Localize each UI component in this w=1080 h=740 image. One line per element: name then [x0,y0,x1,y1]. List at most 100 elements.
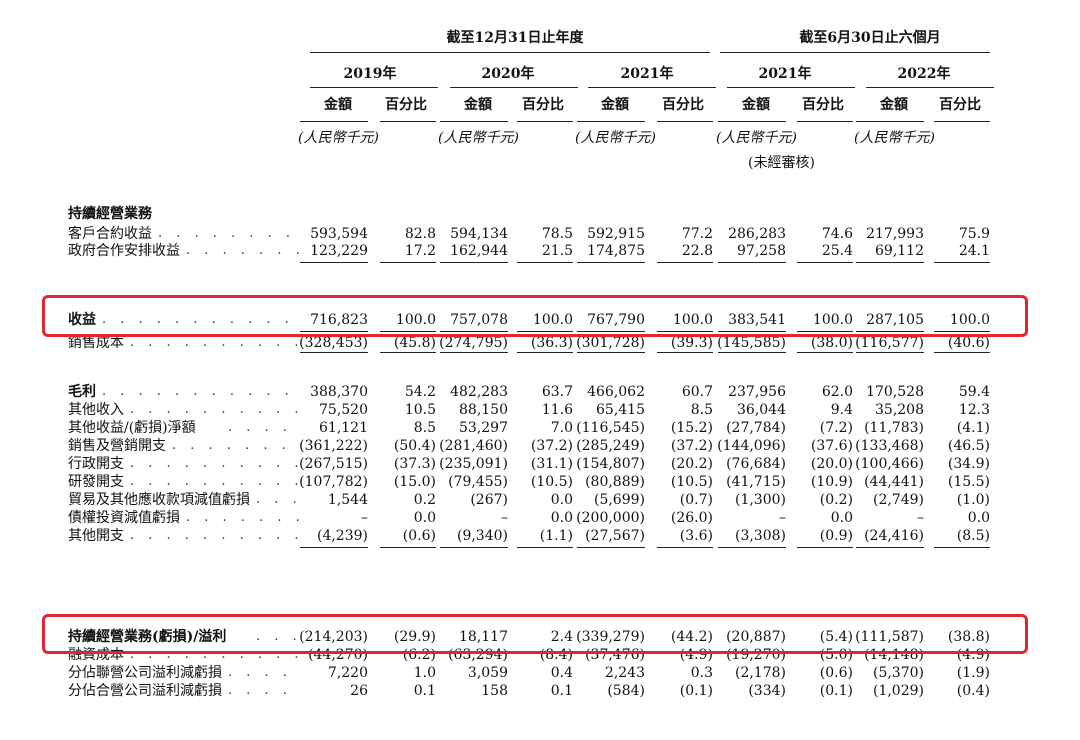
leader-dots: . . . . . . . . . . . . . . . . . . . . … [158,226,300,241]
rule-year [450,87,578,88]
table-cell: (10.5) [670,474,713,490]
table-cell: (0.4) [956,683,990,699]
table-cell: 26 [350,683,368,699]
table-cell: (1,029) [872,683,924,699]
table-cell: 0.0 [550,510,573,526]
table-cell: (361,222) [299,438,368,454]
highlight-box-revenue [42,295,1028,337]
table-cell: (0.1) [679,683,713,699]
table-rule [718,331,786,332]
row-label: 其他開支 [68,528,124,544]
rule-amount [300,121,368,122]
table-cell: 75.9 [958,226,990,242]
table-cell: (79,455) [448,474,508,490]
table-cell: 592,915 [587,226,645,242]
table-cell: 0.4 [550,665,573,681]
table-cell: 88,150 [459,402,508,418]
leader-dots: . . . . . . . . . . . . . . . . . . . . … [102,312,300,327]
table-cell: 2,243 [604,665,645,681]
table-cell: 7.0 [550,420,573,436]
table-cell: (145,585) [717,335,786,351]
rule-group-interim [720,52,990,53]
table-rule [577,331,645,332]
table-cell: (0.9) [819,528,853,544]
table-rule [380,262,436,263]
rule-percent [934,121,990,122]
table-cell: 174,875 [587,243,645,259]
table-cell: (1.9) [956,665,990,681]
table-cell: 162,944 [450,243,508,259]
table-rule [380,352,436,353]
subheader-percent: 百分比 [522,97,564,113]
rule-year [866,87,994,88]
table-rule [657,352,713,353]
row-label: 分佔聯營公司溢利減虧損 [68,665,222,681]
table-cell: (34.9) [947,456,990,472]
table-cell: – [361,510,368,526]
table-rule [657,262,713,263]
table-cell: (267) [470,492,508,508]
table-cell: 77.2 [681,226,713,242]
table-cell: 11.6 [541,402,573,418]
rule-amount [718,121,786,122]
table-cell: 388,370 [310,384,368,400]
table-cell: (37.2) [670,438,713,454]
table-cell: (37.6) [810,438,853,454]
table-cell: 9.4 [830,402,853,418]
table-cell: (38.0) [810,335,853,351]
leader-dots: . . . . . . . . . . . . . . . . . . . . … [130,335,300,350]
row-label: 毛利 [68,384,96,400]
subheader-percent: 百分比 [385,97,427,113]
table-cell: 61,121 [319,420,368,436]
section-title: 持續經營業務 [68,206,152,222]
table-cell: 0.2 [413,492,436,508]
table-cell: (0.6) [402,528,436,544]
table-cell: (31.1) [530,456,573,472]
table-cell: 78.5 [541,226,573,242]
table-cell: (37.3) [393,456,436,472]
table-cell: (111,587) [855,629,924,645]
table-cell: 0.0 [550,492,573,508]
rule-year [727,87,855,88]
table-cell: 158 [481,683,508,699]
leader-dots: . . . . . . . . . . . . . . . . . . . . … [130,402,300,417]
row-label: 其他收益/(虧損)淨額 [68,420,196,436]
table-cell: (1.0) [956,492,990,508]
table-cell: 0.0 [830,510,853,526]
table-rule [718,547,786,548]
table-rule [380,547,436,548]
rule-percent [797,121,853,122]
table-cell: 1.0 [413,665,436,681]
table-cell: 22.8 [681,243,713,259]
table-rule [300,547,368,548]
row-label: 分佔合營公司溢利減虧損 [68,683,222,699]
table-cell: 75,520 [319,402,368,418]
table-cell: (267,515) [299,456,368,472]
table-cell: (584) [607,683,645,699]
table-cell: (45.8) [393,335,436,351]
leader-dots: . . . . . . . . . . . . . . . . . . . . … [172,438,300,453]
table-cell: 0.0 [413,510,436,526]
table-rule [856,331,924,332]
table-rule [517,331,573,332]
rule-amount [856,121,924,122]
header-group-interim: 截至6月30日止六個月 [799,30,941,46]
table-cell: (2,749) [872,492,924,508]
table-rule [380,331,436,332]
subheader-amount: 金額 [601,97,629,113]
table-cell: (4,239) [316,528,368,544]
table-cell: (281,460) [439,438,508,454]
row-label: 行政開支 [68,456,124,472]
table-rule [657,331,713,332]
table-cell: (154,807) [576,456,645,472]
table-cell: 123,229 [310,243,368,259]
table-rule [856,547,924,548]
row-label: 貿易及其他應收款項減值虧損 [68,492,250,508]
table-rule [718,262,786,263]
table-rule [300,331,368,332]
leader-dots: . . . . . . . . . . . . . . . . . . . . … [228,665,300,680]
table-cell: 36,044 [737,402,786,418]
table-cell: (26.0) [670,510,713,526]
year-header: 2020年 [481,66,535,82]
year-header: 2021年 [758,66,812,82]
